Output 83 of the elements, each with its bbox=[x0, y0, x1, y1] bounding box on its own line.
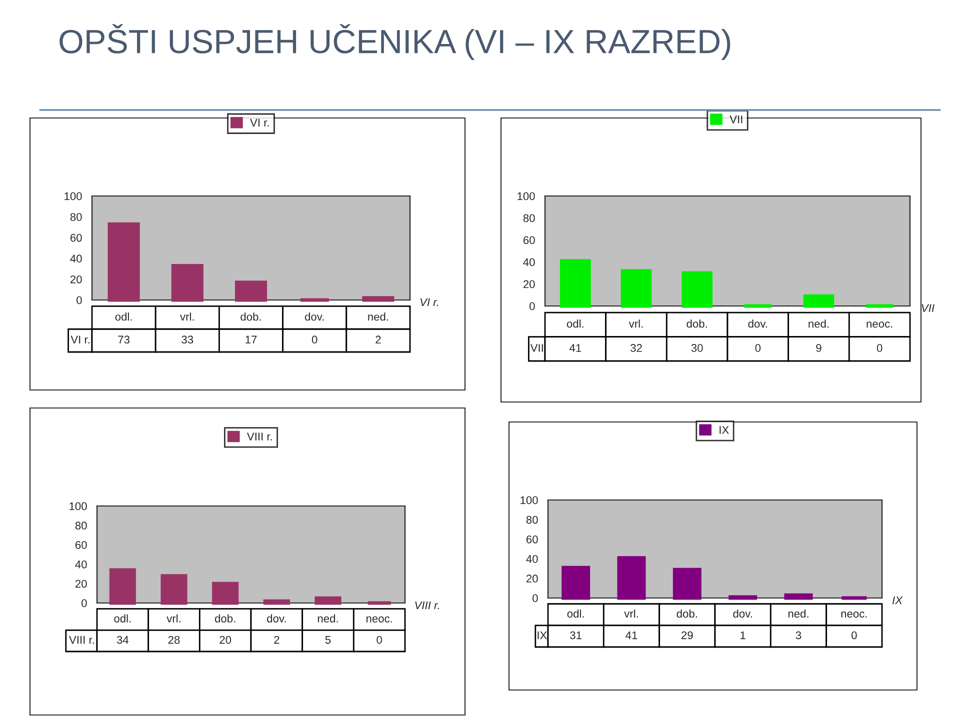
x-tick-label: dob. bbox=[214, 614, 236, 622]
legend-label: IX bbox=[720, 426, 729, 434]
text: VIII r. bbox=[415, 601, 440, 610]
y-tick-label: 100 bbox=[520, 496, 538, 504]
legend-label: VI r. bbox=[250, 118, 269, 126]
y-tick-label: 80 bbox=[523, 214, 535, 222]
data-label: 2 bbox=[274, 636, 280, 644]
data-label: 0 bbox=[876, 344, 882, 352]
x-tick-label: dov. bbox=[748, 320, 767, 328]
data-label: 0 bbox=[755, 344, 761, 352]
data-label: 41 bbox=[569, 344, 582, 352]
data-label: 9 bbox=[816, 344, 822, 352]
x-tick-label: ned. bbox=[808, 320, 829, 328]
data-label: 34 bbox=[116, 636, 129, 644]
chart-title: OPŠTI USPJEH UČENIKA (VI – IX RAZRED) bbox=[60, 24, 730, 60]
y-tick-label: 0 bbox=[530, 302, 535, 310]
data-label: 31 bbox=[570, 631, 582, 640]
text: VI r. bbox=[70, 336, 90, 344]
x-tick-label: dov. bbox=[267, 614, 286, 622]
x-tick-label: odl. bbox=[115, 312, 132, 321]
y-tick-label: 0 bbox=[76, 296, 82, 304]
x-tick-label: ned. bbox=[788, 609, 808, 618]
x-tick-label: odl. bbox=[114, 614, 131, 622]
x-tick-label: dob. bbox=[240, 312, 261, 321]
y-tick-label: 20 bbox=[70, 275, 82, 284]
y-tick-label: 20 bbox=[523, 280, 535, 288]
y-tick-label: 80 bbox=[70, 213, 82, 221]
data-label: 3 bbox=[796, 631, 802, 640]
y-tick-label: 60 bbox=[70, 234, 82, 242]
data-label: 73 bbox=[118, 336, 130, 344]
x-tick-label: dov. bbox=[304, 312, 324, 321]
data-label: 0 bbox=[852, 631, 857, 640]
x-tick-label: vrl. bbox=[166, 614, 180, 622]
legend-label: VIII r. bbox=[246, 432, 272, 440]
y-tick-label: 40 bbox=[526, 555, 538, 563]
x-tick-label: dob. bbox=[676, 609, 697, 618]
text: VII bbox=[530, 344, 543, 352]
x-tick-label: odl. bbox=[566, 320, 584, 328]
y-tick-label: 60 bbox=[526, 535, 538, 544]
y-tick-label: 0 bbox=[532, 594, 538, 602]
y-tick-label: 60 bbox=[523, 236, 535, 244]
data-label: 0 bbox=[376, 636, 382, 644]
y-tick-label: 80 bbox=[75, 522, 87, 530]
text: IX bbox=[892, 596, 903, 604]
x-tick-label: vrl. bbox=[180, 312, 194, 321]
y-tick-label: 40 bbox=[70, 254, 82, 263]
x-tick-label: neoc. bbox=[866, 322, 892, 328]
x-tick-label: ned. bbox=[368, 312, 388, 321]
y-tick-label: 20 bbox=[75, 580, 87, 588]
y-tick-label: 80 bbox=[526, 516, 538, 524]
text: VIII r. bbox=[69, 636, 94, 644]
y-tick-label: 40 bbox=[523, 258, 535, 266]
y-tick-label: 100 bbox=[70, 502, 87, 510]
y-tick-label: 0 bbox=[82, 599, 87, 608]
x-tick-label: neoc. bbox=[366, 616, 392, 622]
text: IX bbox=[538, 631, 547, 640]
y-tick-label: 100 bbox=[518, 192, 535, 200]
x-tick-label: ned. bbox=[318, 614, 338, 622]
y-tick-label: 40 bbox=[75, 560, 87, 568]
data-label: 2 bbox=[376, 336, 381, 344]
data-label: 17 bbox=[246, 336, 257, 344]
data-label: 5 bbox=[325, 636, 331, 644]
text: VII bbox=[922, 304, 934, 312]
data-label: 33 bbox=[182, 336, 194, 344]
x-tick-label: neoc. bbox=[841, 612, 867, 618]
data-label: 29 bbox=[682, 631, 693, 640]
legend-label: VII bbox=[730, 116, 742, 124]
data-label: 41 bbox=[626, 631, 638, 640]
data-label: 0 bbox=[312, 336, 318, 344]
data-label: 1 bbox=[740, 631, 746, 640]
data-label: 20 bbox=[220, 636, 232, 644]
x-tick-label: vrl. bbox=[628, 320, 643, 328]
x-tick-label: odl. bbox=[567, 609, 584, 618]
x-tick-label: vrl. bbox=[624, 609, 638, 618]
y-tick-label: 20 bbox=[526, 574, 538, 583]
data-label: 32 bbox=[630, 344, 642, 352]
y-tick-label: 100 bbox=[64, 192, 82, 200]
x-tick-label: dov. bbox=[733, 609, 752, 618]
text: VI r. bbox=[420, 298, 438, 306]
data-label: 30 bbox=[691, 344, 703, 352]
x-tick-label: dob. bbox=[686, 320, 707, 328]
y-tick-label: 60 bbox=[75, 541, 87, 549]
data-label: 28 bbox=[168, 636, 180, 644]
